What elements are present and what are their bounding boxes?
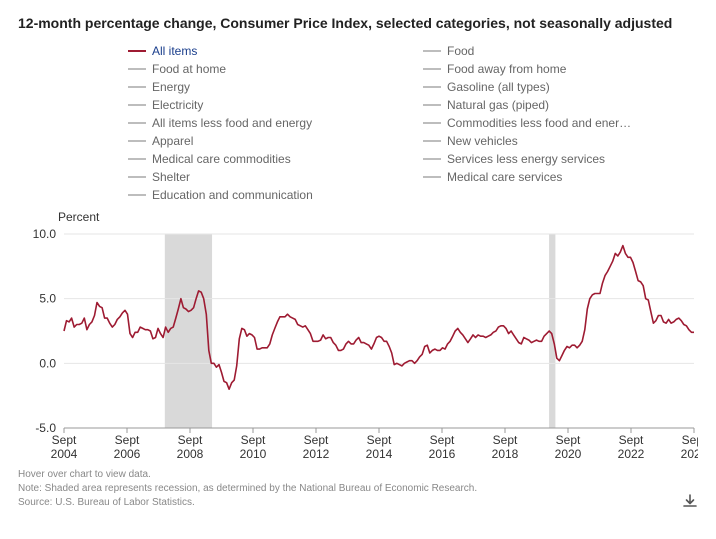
legend-item[interactable]: Medical care services [423, 168, 698, 186]
x-tick-label: Sept [619, 433, 644, 447]
x-tick-label: Sept [52, 433, 77, 447]
legend-item[interactable]: Apparel [128, 132, 403, 150]
legend-item[interactable]: All items [128, 42, 403, 60]
x-tick-label: Sept [682, 433, 698, 447]
legend-item[interactable]: Natural gas (piped) [423, 96, 698, 114]
footer-source: Source: U.S. Bureau of Labor Statistics. [18, 496, 698, 510]
legend-label: Services less energy services [447, 150, 605, 168]
legend-label: Food [447, 42, 474, 60]
x-tick-label: Sept [556, 433, 581, 447]
y-tick-label: 0.0 [39, 357, 56, 371]
x-tick-label: Sept [304, 433, 329, 447]
legend-label: Natural gas (piped) [447, 96, 549, 114]
y-axis-label: Percent [58, 210, 698, 224]
legend-dash-icon [128, 158, 146, 160]
legend-item[interactable]: All items less food and energy [128, 114, 403, 132]
x-tick-label: 2020 [555, 447, 582, 458]
legend-label: All items [152, 42, 197, 60]
legend-dash-icon [423, 68, 441, 70]
legend-item[interactable]: Food at home [128, 60, 403, 78]
legend-label: All items less food and energy [152, 114, 312, 132]
legend-dash-icon [423, 104, 441, 106]
x-tick-label: Sept [430, 433, 455, 447]
legend: All itemsFood at homeEnergyElectricityAl… [18, 42, 698, 204]
legend-dash-icon [128, 104, 146, 106]
legend-item[interactable]: New vehicles [423, 132, 698, 150]
x-tick-label: 2016 [429, 447, 456, 458]
chart-title: 12-month percentage change, Consumer Pri… [18, 14, 698, 32]
x-tick-label: Sept [115, 433, 140, 447]
legend-label: Education and communication [152, 186, 313, 204]
x-tick-label: 2006 [114, 447, 141, 458]
legend-label: Energy [152, 78, 190, 96]
legend-label: Apparel [152, 132, 193, 150]
legend-item[interactable]: Commodities less food and ener… [423, 114, 698, 132]
line-chart-svg: -5.00.05.010.0Sept2004Sept2006Sept2008Se… [18, 228, 698, 458]
legend-label: Gasoline (all types) [447, 78, 550, 96]
legend-dash-icon [423, 176, 441, 178]
x-tick-label: 2004 [51, 447, 78, 458]
x-tick-label: Sept [178, 433, 203, 447]
legend-label: Medical care commodities [152, 150, 291, 168]
chart-footer: Hover over chart to view data. Note: Sha… [18, 468, 698, 510]
legend-dash-icon [423, 86, 441, 88]
footer-note: Note: Shaded area represents recession, … [18, 482, 698, 496]
legend-item[interactable]: Medical care commodities [128, 150, 403, 168]
legend-label: New vehicles [447, 132, 518, 150]
legend-label: Shelter [152, 168, 190, 186]
x-tick-label: Sept [241, 433, 266, 447]
footer-hover-hint: Hover over chart to view data. [18, 468, 698, 482]
x-tick-label: 2024 [681, 447, 698, 458]
legend-label: Medical care services [447, 168, 562, 186]
legend-item[interactable]: Services less energy services [423, 150, 698, 168]
legend-label: Food at home [152, 60, 226, 78]
legend-item[interactable]: Education and communication [128, 186, 403, 204]
legend-label: Food away from home [447, 60, 566, 78]
legend-item[interactable]: Shelter [128, 168, 403, 186]
x-tick-label: 2010 [240, 447, 267, 458]
legend-item[interactable]: Food away from home [423, 60, 698, 78]
legend-label: Commodities less food and ener… [447, 114, 631, 132]
y-tick-label: 5.0 [39, 292, 56, 306]
legend-item[interactable]: Electricity [128, 96, 403, 114]
legend-dash-icon [423, 158, 441, 160]
legend-dash-icon [128, 122, 146, 124]
legend-dash-icon [128, 194, 146, 196]
x-tick-label: 2012 [303, 447, 330, 458]
legend-item[interactable]: Food [423, 42, 698, 60]
legend-dash-icon [423, 140, 441, 142]
x-tick-label: 2008 [177, 447, 204, 458]
x-tick-label: Sept [367, 433, 392, 447]
legend-dash-icon [423, 122, 441, 124]
x-tick-label: 2018 [492, 447, 519, 458]
x-tick-label: 2014 [366, 447, 393, 458]
legend-dash-icon [128, 140, 146, 142]
legend-dash-icon [128, 176, 146, 178]
legend-dash-icon [128, 50, 146, 52]
legend-label: Electricity [152, 96, 203, 114]
x-tick-label: Sept [493, 433, 518, 447]
download-icon[interactable] [682, 494, 698, 510]
legend-item[interactable]: Energy [128, 78, 403, 96]
legend-item[interactable]: Gasoline (all types) [423, 78, 698, 96]
legend-dash-icon [128, 68, 146, 70]
x-tick-label: 2022 [618, 447, 645, 458]
y-tick-label: 10.0 [33, 228, 57, 241]
chart-area[interactable]: -5.00.05.010.0Sept2004Sept2006Sept2008Se… [18, 228, 698, 458]
legend-dash-icon [423, 50, 441, 52]
legend-dash-icon [128, 86, 146, 88]
